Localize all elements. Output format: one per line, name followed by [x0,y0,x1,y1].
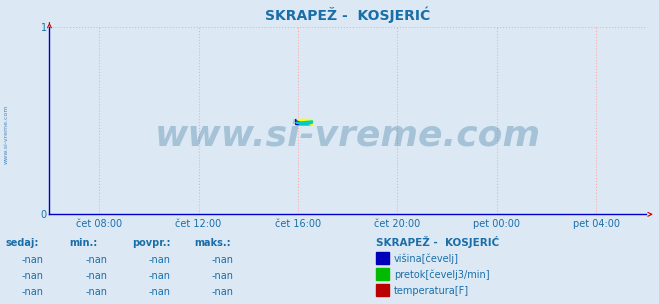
Text: www.si-vreme.com: www.si-vreme.com [4,104,9,164]
Text: višina[čevelj]: višina[čevelj] [394,254,459,264]
Text: -nan: -nan [22,255,44,265]
Text: maks.:: maks.: [194,238,231,248]
Text: -nan: -nan [211,287,233,297]
Text: -nan: -nan [86,287,108,297]
Text: povpr.:: povpr.: [132,238,170,248]
Text: -nan: -nan [211,255,233,265]
Polygon shape [296,123,308,125]
Text: -nan: -nan [211,271,233,281]
Text: -nan: -nan [86,255,108,265]
Text: SKRAPEŽ -  KOSJERIĆ: SKRAPEŽ - KOSJERIĆ [376,236,499,248]
Text: -nan: -nan [22,271,44,281]
Text: -nan: -nan [148,255,171,265]
Text: -nan: -nan [148,287,171,297]
Polygon shape [296,119,312,125]
Polygon shape [296,119,312,125]
Polygon shape [296,121,312,123]
Text: temperatura[F]: temperatura[F] [394,286,469,296]
Polygon shape [296,123,312,125]
Text: www.si-vreme.com: www.si-vreme.com [155,119,540,153]
Text: min.:: min.: [69,238,98,248]
Text: pretok[čevelj3/min]: pretok[čevelj3/min] [394,270,490,280]
Text: -nan: -nan [86,271,108,281]
Text: -nan: -nan [148,271,171,281]
Title: SKRAPEŽ -  KOSJERIĆ: SKRAPEŽ - KOSJERIĆ [265,7,430,23]
Text: -nan: -nan [22,287,44,297]
Text: sedaj:: sedaj: [5,238,39,248]
